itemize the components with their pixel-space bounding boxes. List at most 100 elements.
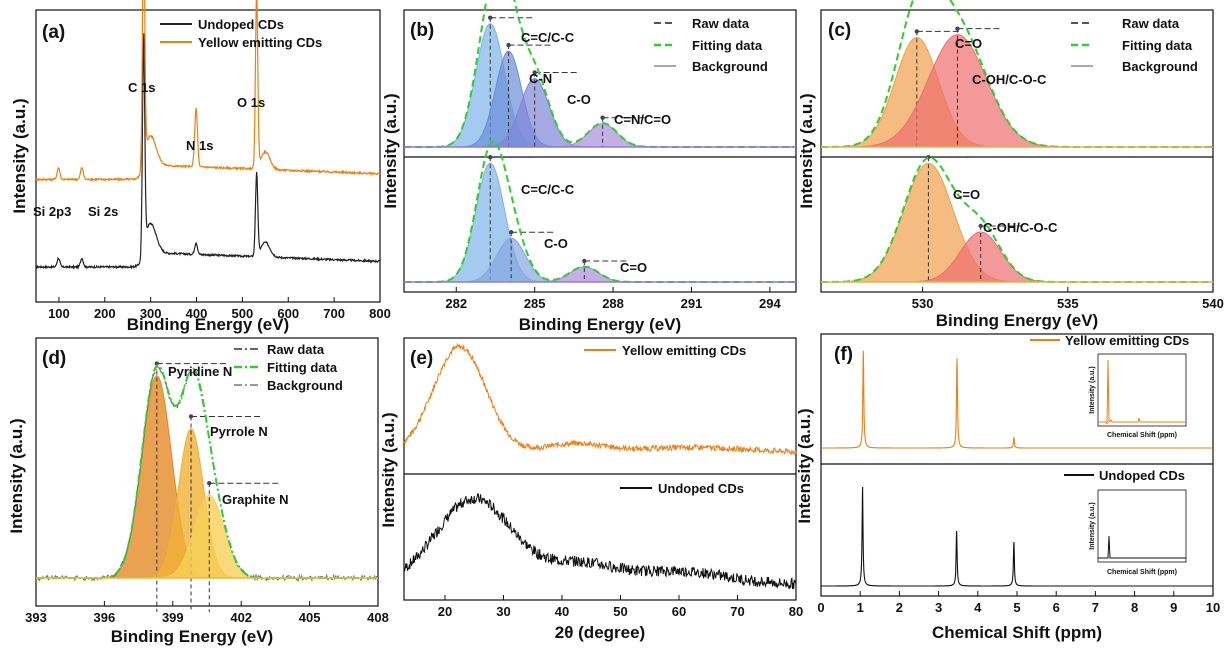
b-top-label-cn: C-N xyxy=(529,71,552,86)
panel-c-label: (c) xyxy=(828,20,851,41)
panel-a-label: (a) xyxy=(42,22,65,43)
b-top-label-cnco: C=N/C=O xyxy=(614,112,671,127)
panel-b-frame xyxy=(403,9,797,293)
panel-f-xtick-label: 8 xyxy=(1131,600,1138,615)
panel-b-xtick-label: 291 xyxy=(681,296,703,311)
panel-c-top-component-0 xyxy=(821,36,1213,148)
panel-e-frame xyxy=(403,337,797,601)
panel-c-xtick-label: 535 xyxy=(1057,296,1079,311)
panel-f-xlabel: Chemical Shift (ppm) xyxy=(932,623,1102,642)
panel-d-xtick-label: 396 xyxy=(94,610,116,625)
panel-f-xtick-label: 9 xyxy=(1170,600,1177,615)
panel-d-legend: Raw data Fitting data Background xyxy=(234,342,343,393)
b-bot-label-co2: C=O xyxy=(620,260,647,275)
annotation-si2p3: Si 2p3 xyxy=(33,204,71,219)
panel-f-ylabel: Intensity (a.u.) xyxy=(795,408,814,523)
inset-undoped-spectrum xyxy=(1098,535,1186,559)
panel-e-xtick-label: 80 xyxy=(789,604,803,619)
panel-a-frame xyxy=(35,9,381,303)
panel-b-legend: Raw data Fitting data Background xyxy=(654,16,768,74)
annotation-o1s: O 1s xyxy=(237,95,265,110)
legend-raw-d: Raw data xyxy=(267,342,325,357)
legend-fit-c: Fitting data xyxy=(1122,38,1193,53)
panel-b-top-dot-3 xyxy=(600,115,605,120)
panel-c-bottom-dot-1 xyxy=(978,223,983,229)
c-top-label-coh: C-OH/C-O-C xyxy=(972,72,1047,87)
legend-undoped-f: Undoped CDs xyxy=(1099,468,1185,483)
panel-b-top-dot-2 xyxy=(532,70,537,75)
panel-e-yellow-pattern xyxy=(403,342,797,456)
d-label-pyrrole: Pyrrole N xyxy=(210,424,268,439)
panel-a-ylabel: Intensity (a.u.) xyxy=(10,98,29,213)
inset-yellow-ylabel: Intensity (a.u.) xyxy=(1089,366,1096,413)
panel-d-dot-1 xyxy=(188,414,194,419)
panel-a: (a) Undoped CDs Yellow emitting CDs Si 2… xyxy=(10,0,391,334)
panel-b-bottom-fit xyxy=(404,140,795,283)
panel-a-xtick-label: 500 xyxy=(232,306,254,321)
b-bot-label-ccc: C=C/C-C xyxy=(521,182,575,197)
legend-undoped: Undoped CDs xyxy=(198,17,284,32)
c-top-label-co: C=O xyxy=(955,36,982,51)
panel-f-xtick-label: 4 xyxy=(974,600,982,615)
legend-yellow-e: Yellow emitting CDs xyxy=(622,343,746,358)
legend-bg-c: Background xyxy=(1122,59,1198,74)
panel-b-ylabel: Intensity (a.u.) xyxy=(381,93,400,208)
panel-e-xtick-label: 60 xyxy=(672,604,686,619)
panel-a-xtick-label: 800 xyxy=(369,306,391,321)
panel-b-xtick-label: 294 xyxy=(759,296,781,311)
panel-b-top-dot-0 xyxy=(488,15,493,20)
d-label-graphite: Graphite N xyxy=(222,492,288,507)
panel-d-xtick-label: 399 xyxy=(162,610,184,625)
inset-undoped-ylabel: Intensity (a.u.) xyxy=(1089,502,1096,549)
panel-b-xlabel: Binding Energy (eV) xyxy=(519,315,681,334)
annotation-si2s: Si 2s xyxy=(88,204,118,219)
panel-a-xtick-label: 700 xyxy=(323,306,345,321)
panel-d-frame xyxy=(35,337,379,607)
panel-a-xtick-label: 300 xyxy=(140,306,162,321)
legend-fit-d: Fitting data xyxy=(267,360,338,375)
panel-b-bottom-dot-0 xyxy=(488,155,493,160)
panel-b-bottom-dot-1 xyxy=(508,230,514,235)
panel-f-xtick-label: 1 xyxy=(857,600,864,615)
panel-e-xtick-label: 30 xyxy=(496,604,510,619)
panel-d-label: (d) xyxy=(42,348,66,369)
legend-raw-c: Raw data xyxy=(1122,16,1180,31)
panel-d-xtick-label: 402 xyxy=(230,610,252,625)
legend-bg-d: Background xyxy=(267,378,343,393)
panel-d-component-2 xyxy=(36,494,378,579)
panel-c-xtick-label: 540 xyxy=(1202,296,1224,311)
panel-a-series-0 xyxy=(35,33,381,270)
b-bot-label-co: C-O xyxy=(544,236,568,251)
panel-f-xtick-label: 7 xyxy=(1092,600,1099,615)
panel-f-spectrum-0 xyxy=(821,350,1213,449)
legend-yellow-f: Yellow emitting CDs xyxy=(1065,333,1189,348)
panel-f-spectrum-1 xyxy=(821,486,1213,587)
panel-c-frame xyxy=(820,9,1214,293)
panel-f-xtick-label: 2 xyxy=(896,600,903,615)
panel-a-xtick-label: 600 xyxy=(277,306,299,321)
panel-b-top-dot-1 xyxy=(506,42,511,48)
d-label-pyridine: Pyridine N xyxy=(168,364,232,379)
panel-b-xtick-label: 282 xyxy=(445,296,467,311)
panel-d-xlabel: Binding Energy (eV) xyxy=(111,627,273,646)
panel-e-label: (e) xyxy=(410,348,433,369)
c-bot-label-co: C=O xyxy=(953,187,980,202)
inset-yellow-xlabel: Chemical Shift (ppm) xyxy=(1107,432,1177,439)
inset-yellow-frame xyxy=(1097,353,1187,427)
panel-a-xtick-label: 100 xyxy=(48,306,70,321)
inset-undoped: Chemical Shift (ppm) Intensity (a.u.) xyxy=(1089,489,1187,576)
panel-f-xtick-label: 3 xyxy=(935,600,942,615)
inset-yellow-spectrum xyxy=(1098,359,1186,425)
panel-b-label: (b) xyxy=(410,20,434,41)
panel-e: (e) Yellow emitting CDs Undoped CDs 20 30… xyxy=(379,337,803,642)
panel-b: (b) Raw data Fitting data Background C=C… xyxy=(381,0,797,334)
b-top-label-ccc: C=C/C-C xyxy=(521,30,575,45)
panel-d-xtick-label: 408 xyxy=(367,610,389,625)
panel-d-xtick-label: 405 xyxy=(299,610,321,625)
c-bot-label-coh: C-OH/C-O-C xyxy=(983,220,1058,235)
panel-d-ylabel: Intensity (a.u.) xyxy=(7,418,26,533)
panel-f-xtick-label: 5 xyxy=(1013,600,1020,615)
panel-f-label: (f) xyxy=(834,344,853,365)
panel-c-ylabel: Intensity (a.u.) xyxy=(797,93,816,208)
